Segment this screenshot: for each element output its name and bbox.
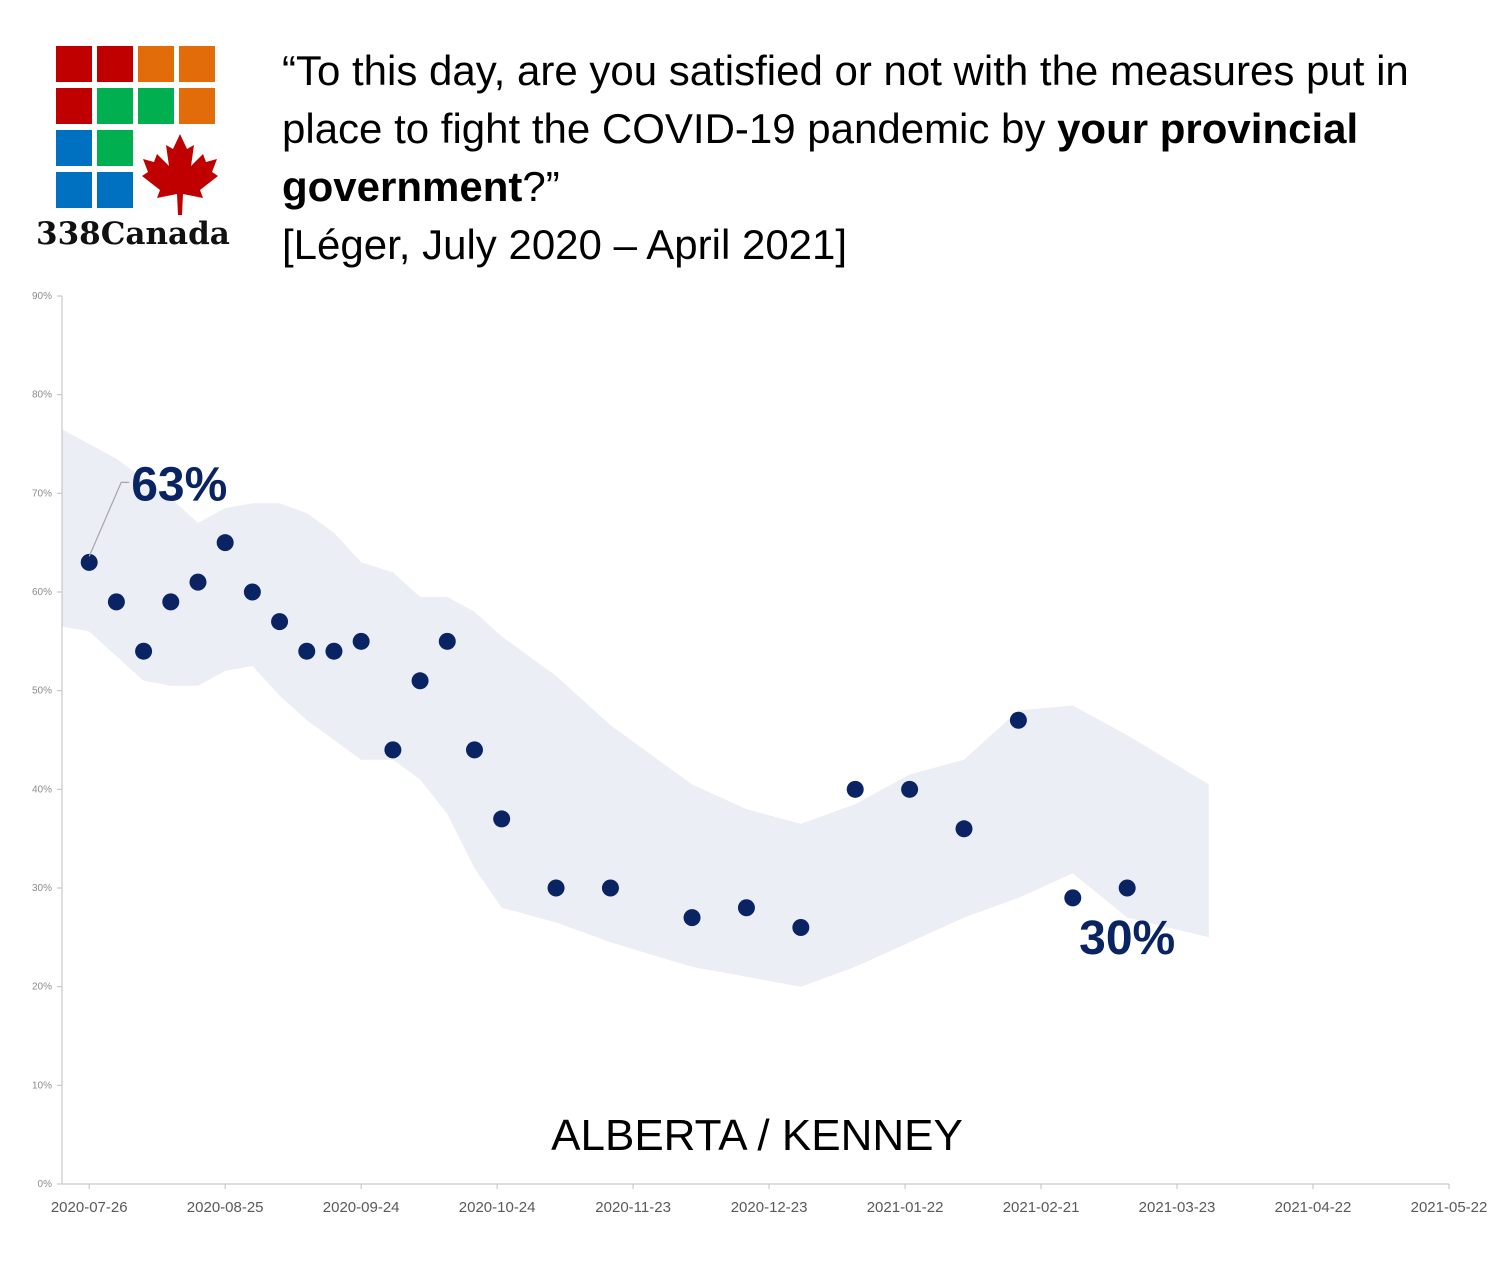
question-emphasis: your provincial government	[282, 105, 1359, 210]
survey-source: [Léger, July 2020 – April 2021]	[282, 221, 848, 268]
x-tick-label: 2020-12-23	[731, 1199, 808, 1216]
data-point	[1009, 711, 1027, 729]
data-point	[601, 879, 619, 897]
data-point	[411, 672, 429, 690]
question-text-2: ?”	[522, 163, 560, 210]
y-tick-label: 30%	[32, 883, 52, 894]
data-point	[683, 909, 701, 927]
y-tick-label: 20%	[32, 982, 52, 993]
x-tick-label: 2021-05-22	[1411, 1199, 1488, 1216]
data-point	[189, 573, 207, 591]
satisfaction-chart: 0% 10% 20% 30% 40% 50% 60% 70% 80% 90% 2020-07-26 2…	[32, 291, 1487, 1216]
logo-tile	[138, 46, 174, 82]
data-point	[493, 810, 511, 828]
annotation-label-first: 63%	[131, 458, 227, 511]
338canada-logo: 338Canada	[30, 40, 245, 260]
trend-band-layer	[62, 429, 1209, 987]
data-point	[271, 613, 289, 631]
chart-title: ALBERTA / KENNEY	[551, 1111, 963, 1160]
data-point	[243, 583, 261, 601]
trend-band	[62, 429, 1209, 987]
y-tick-label: 0%	[38, 1179, 53, 1190]
data-points-layer	[80, 534, 1136, 936]
x-tick-label: 2020-08-25	[187, 1199, 264, 1216]
data-point	[135, 642, 153, 660]
data-point	[547, 879, 565, 897]
logo-tile	[56, 88, 92, 124]
logo-tile	[97, 46, 133, 82]
logo-tile	[179, 88, 215, 124]
logo-tile	[56, 172, 92, 208]
x-tick-label: 2020-09-24	[323, 1199, 400, 1216]
maple-leaf-icon	[142, 134, 218, 215]
y-tick-label: 40%	[32, 784, 52, 795]
data-point	[955, 820, 973, 838]
x-tick-label: 2021-04-22	[1275, 1199, 1352, 1216]
y-tick-label: 80%	[32, 390, 52, 401]
logo-tile	[97, 130, 133, 166]
logo-tile	[138, 88, 174, 124]
data-point	[216, 534, 234, 552]
annotation-label-last: 30%	[1079, 912, 1175, 965]
data-point	[846, 780, 864, 798]
survey-question: “To this day, are you satisfied or not w…	[282, 42, 1482, 216]
data-point	[80, 553, 98, 571]
logo-tile	[56, 46, 92, 82]
x-tick-label: 2021-02-21	[1003, 1199, 1080, 1216]
x-tick-label: 2021-01-22	[867, 1199, 944, 1216]
data-point	[298, 642, 316, 660]
logo-text: 338Canada	[36, 216, 230, 252]
x-tick-label: 2020-11-23	[595, 1199, 671, 1216]
x-tick-label: 2021-03-23	[1139, 1199, 1216, 1216]
data-point	[1064, 889, 1082, 907]
data-point	[352, 632, 370, 650]
data-point	[792, 918, 810, 936]
data-point	[384, 741, 402, 759]
data-point	[465, 741, 483, 759]
y-tick-label: 10%	[32, 1080, 52, 1091]
data-point	[901, 780, 919, 798]
data-point	[325, 642, 343, 660]
data-point	[737, 899, 755, 917]
y-tick-label: 60%	[32, 587, 52, 598]
annotations-layer: 63% 30%	[88, 458, 1175, 965]
annotation-leader-line	[88, 481, 130, 557]
logo-tile	[97, 172, 133, 208]
data-point	[107, 593, 125, 611]
data-point	[162, 593, 180, 611]
y-tick-label: 70%	[32, 488, 52, 499]
axes-layer: 0% 10% 20% 30% 40% 50% 60% 70% 80% 90% 2020-07-26 2…	[32, 291, 1487, 1216]
x-tick-label: 2020-07-26	[51, 1199, 128, 1216]
question-text-1: “To this day, are you satisfied or not w…	[282, 47, 1409, 152]
y-tick-label: 90%	[32, 291, 52, 302]
logo-tile	[56, 130, 92, 166]
data-point	[1118, 879, 1136, 897]
x-tick-label: 2020-10-24	[459, 1199, 536, 1216]
data-point	[438, 632, 456, 650]
logo-tile	[97, 88, 133, 124]
y-tick-label: 50%	[32, 686, 52, 697]
logo-tile	[179, 46, 215, 82]
chart-header: “To this day, are you satisfied or not w…	[282, 42, 1482, 274]
